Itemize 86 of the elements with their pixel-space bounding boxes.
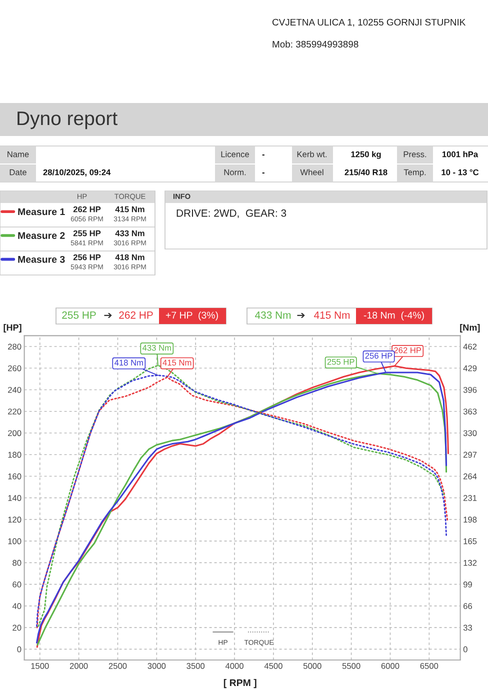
x-tick-label: 1500	[31, 663, 49, 669]
x-axis-title: [ RPM ]	[224, 679, 256, 688]
chart-title: Dyno report	[18, 112, 118, 130]
legend-label: Measure 1	[18, 208, 65, 216]
text: +7 HP (3%)	[166, 311, 218, 321]
y-tick-label: 240	[8, 386, 22, 393]
text: Norm.	[224, 169, 246, 176]
text: 415 Nm	[115, 206, 144, 212]
text: Mob: 385994993898	[272, 40, 358, 48]
y-tick-label: 280	[8, 344, 22, 350]
y2-tick-label: 396	[463, 386, 477, 393]
text: DRIVE: 2WD, GEAR: 3	[176, 209, 286, 218]
y-tick-label: 260	[8, 365, 22, 372]
text: Temp.	[404, 169, 426, 177]
y2-tick-label: 231	[463, 495, 477, 501]
text: 1250 kg	[351, 151, 381, 159]
text: Licence	[221, 151, 249, 158]
text: 10 - 13 °C	[442, 169, 479, 176]
text: 28/10/2025, 09:24	[43, 169, 111, 176]
x-tick-label: 6500	[420, 663, 438, 669]
text: -18 Nm (-4%)	[364, 311, 424, 321]
y2-tick-label: 99	[463, 582, 472, 588]
y-tick-label: 160	[8, 473, 22, 480]
y2-tick-label: 330	[463, 430, 477, 436]
x-tick-label: 3500	[186, 663, 205, 669]
legend-label: Measure 2	[18, 232, 65, 239]
text: 262 HP	[119, 311, 153, 319]
y2-tick-label: 429	[463, 365, 477, 372]
y-tick-label: 140	[8, 495, 22, 501]
text: 215/40 R18	[344, 169, 388, 176]
text: 433 Nm	[255, 311, 291, 319]
x-tick-label: 5500	[342, 663, 360, 669]
x-tick-label: 4500	[264, 663, 282, 669]
y2-tick-label: 0	[463, 646, 468, 652]
y2-tick-label: 264	[463, 473, 477, 480]
y-tick-label: 220	[8, 408, 22, 414]
y2-tick-label: 198	[464, 516, 477, 523]
x-tick-label: 2000	[70, 663, 88, 669]
x-tick-label: 5000	[303, 663, 322, 669]
text: Wheel	[300, 169, 324, 176]
text: -	[262, 154, 264, 156]
x-tick-label: 3000	[148, 663, 166, 669]
text: 418 Nm	[115, 254, 144, 260]
y-tick-label: 60	[12, 582, 22, 588]
y-tick-label: 200	[8, 430, 22, 436]
x-tick-label: 4000	[225, 663, 244, 669]
y2-tick-label: 165	[464, 538, 477, 544]
y-tick-label: 0	[17, 646, 22, 652]
y2-axis-title: [Nm]	[460, 324, 480, 332]
data-label: 262 HP	[394, 347, 422, 354]
text: 415 Nm	[314, 312, 350, 319]
y-tick-label: 120	[8, 516, 22, 523]
text: ➔	[297, 312, 305, 318]
y2-tick-label: 132	[464, 560, 477, 566]
text: -	[262, 172, 264, 174]
data-label: 418 Nm	[114, 360, 143, 366]
x-tick-label: 2500	[108, 663, 127, 669]
text: 433 Nm	[115, 230, 144, 236]
text: Kerb wt.	[297, 151, 327, 158]
y-axis-title: [HP]	[4, 324, 22, 332]
text: Name	[8, 151, 29, 158]
y2-tick-label: 462	[463, 344, 477, 350]
y-tick-label: 20	[12, 624, 22, 631]
text: 255 HP	[62, 311, 96, 319]
text: Date	[10, 169, 26, 176]
x-tick-label: 6000	[381, 663, 400, 669]
data-label: 415 Nm	[162, 360, 192, 366]
data-label: 433 Nm	[142, 344, 171, 351]
y2-tick-label: 66	[464, 603, 472, 610]
data-label: 256 HP	[365, 352, 392, 359]
text: 262 HP	[73, 206, 101, 212]
y-tick-label: 80	[12, 560, 22, 566]
text: 256 HP	[73, 254, 101, 260]
y2-tick-label: 363	[463, 408, 477, 414]
y-tick-label: 100	[8, 538, 22, 544]
data-label: 255 HP	[327, 358, 354, 365]
y2-tick-label: 297	[463, 452, 477, 458]
y2-tick-label: 33	[463, 624, 472, 631]
text: Press.	[404, 151, 426, 158]
legend-label: Measure 3	[18, 256, 65, 263]
text: 1001 hPa	[442, 151, 478, 158]
text: ➔	[104, 312, 112, 318]
text: CVJETNA ULICA 1, 10255 GORNJI STUPNIK	[272, 18, 466, 27]
text: 255 HP	[73, 230, 101, 236]
y-tick-label: 40	[12, 603, 22, 610]
y-tick-label: 180	[8, 452, 22, 458]
